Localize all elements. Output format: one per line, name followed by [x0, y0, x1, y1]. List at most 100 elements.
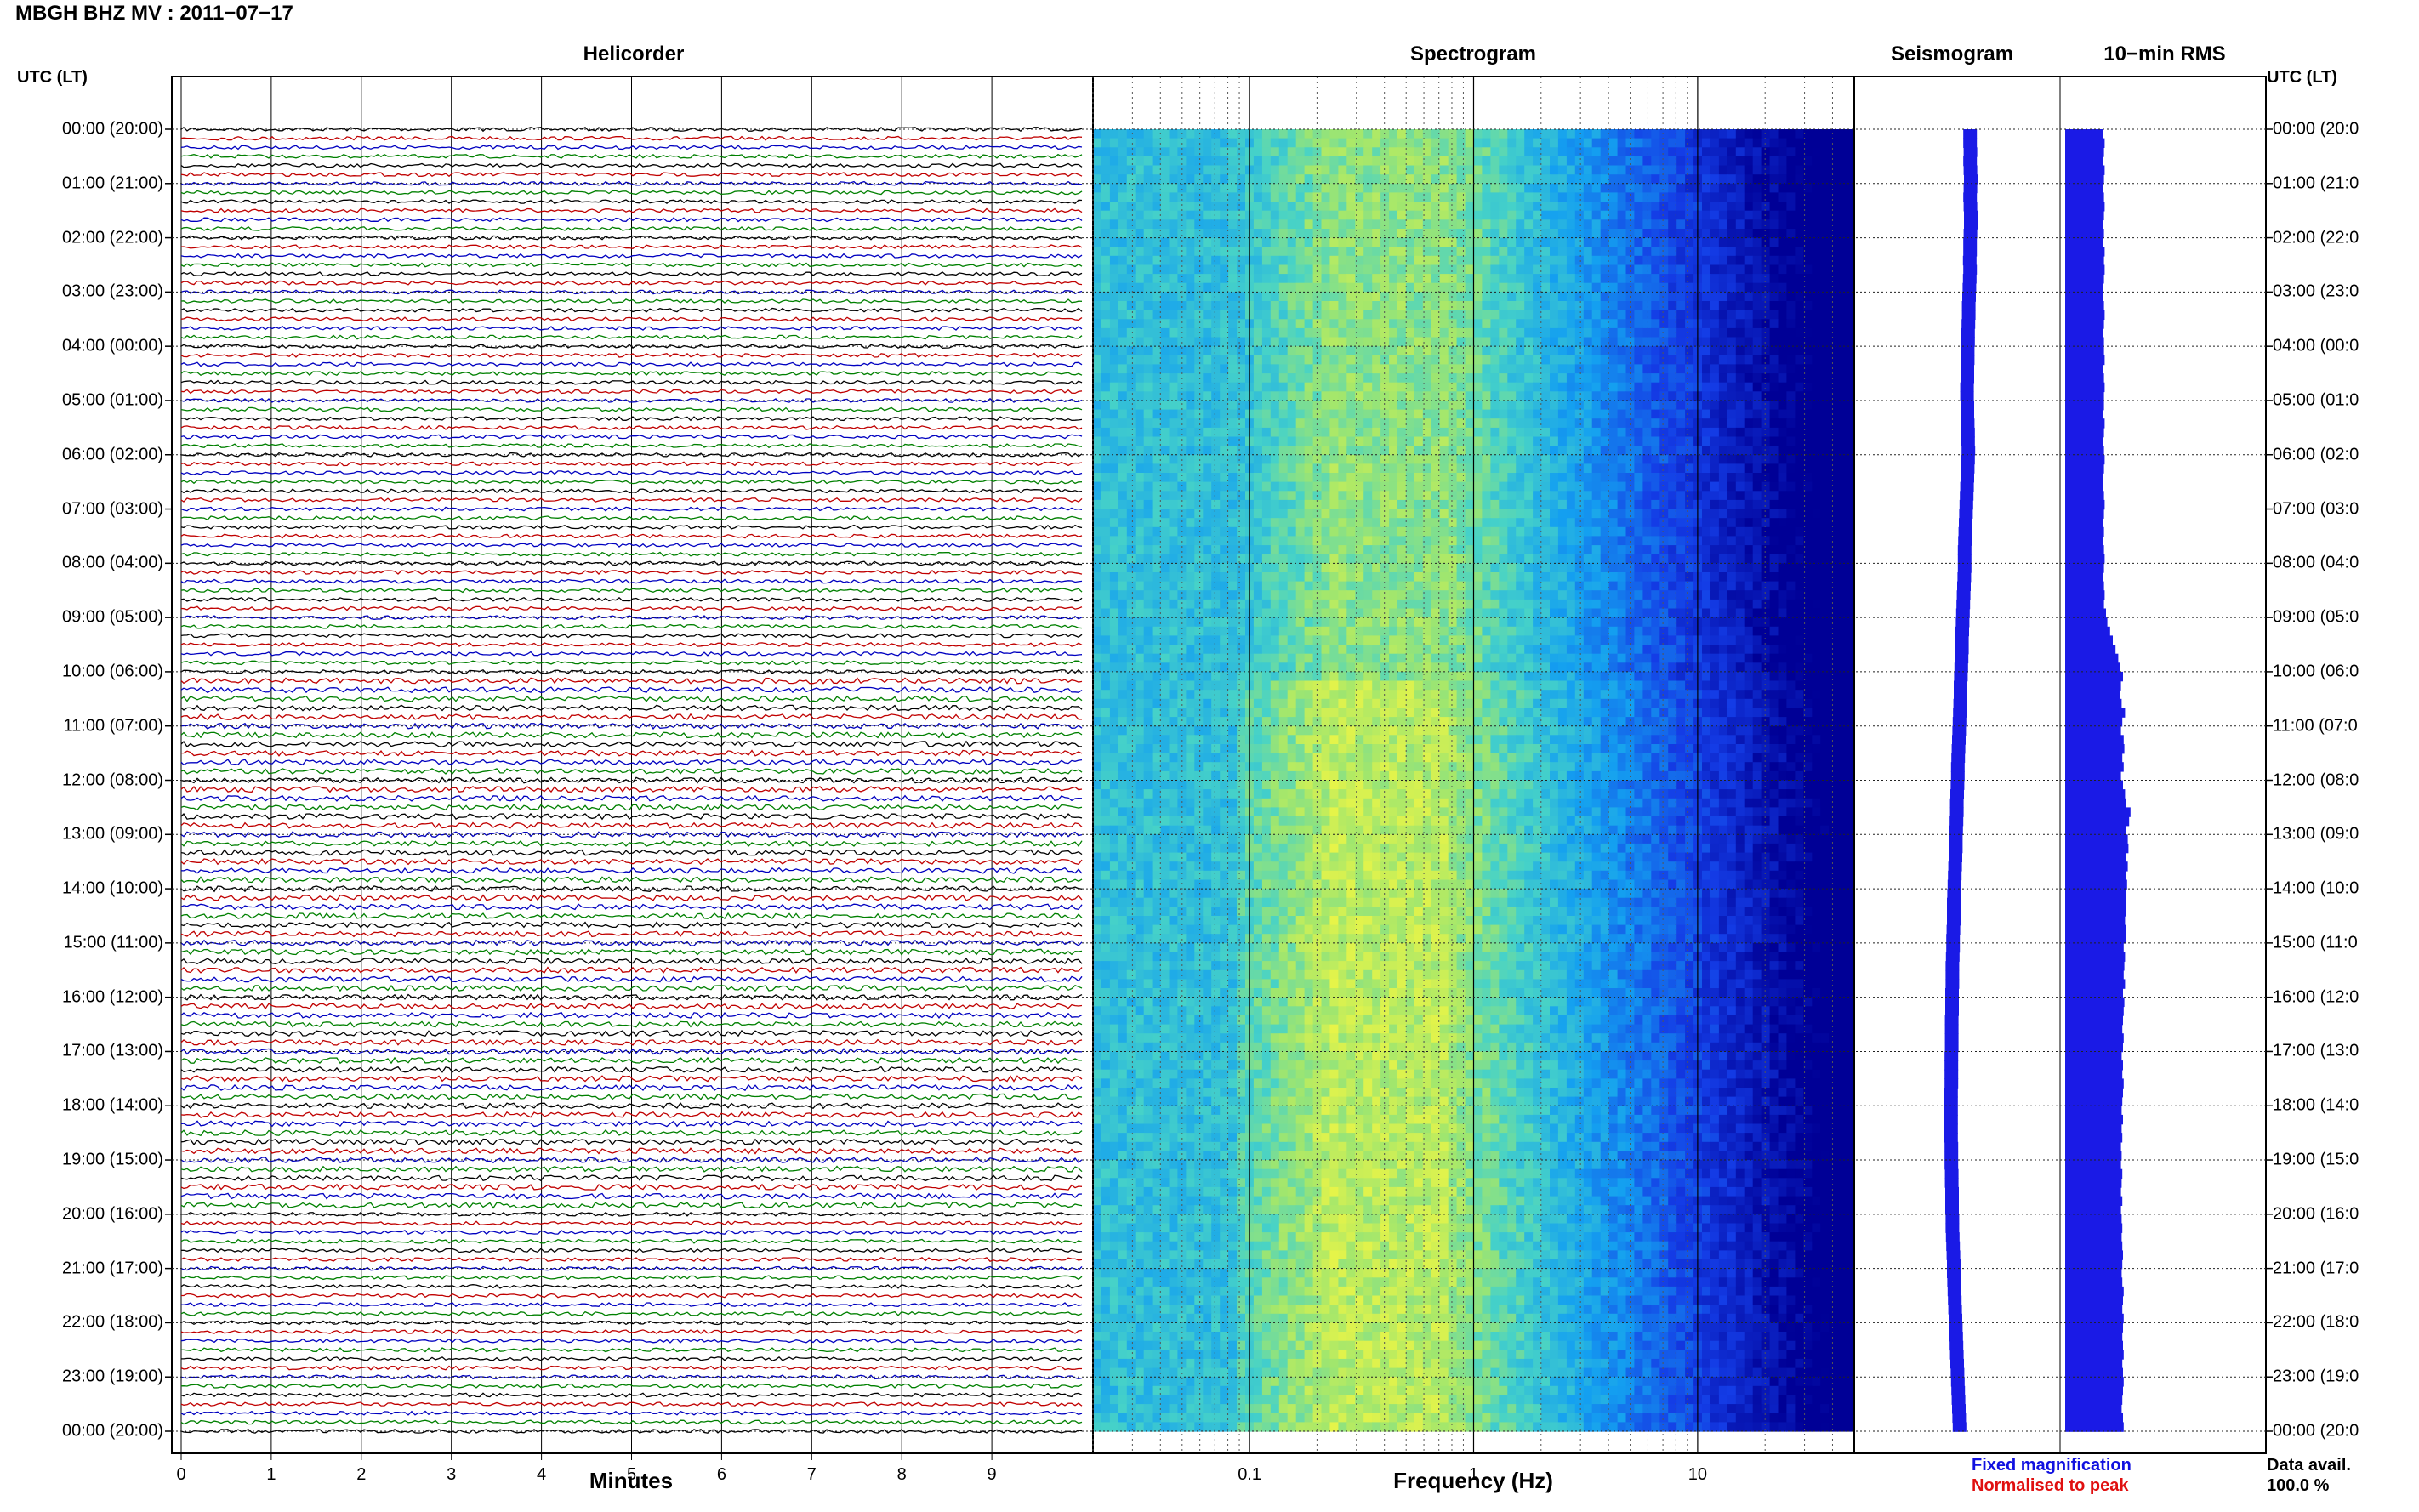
spectrogram-cell — [1253, 319, 1263, 329]
spectrogram-cell — [1194, 310, 1204, 320]
spectrogram-cell — [1702, 210, 1711, 220]
spectrogram-cell — [1160, 282, 1170, 293]
spectrogram-cell — [1524, 364, 1534, 374]
spectrogram-cell — [1405, 454, 1415, 464]
helicorder-trace — [180, 686, 1083, 694]
spectrogram-cell — [1397, 247, 1407, 257]
spectrogram-cell — [1820, 301, 1830, 311]
spectrogram-cell — [1093, 599, 1102, 610]
spectrogram-cell — [1295, 319, 1306, 329]
spectrogram-cell — [1533, 382, 1542, 392]
spectrogram-cell — [1524, 526, 1534, 537]
spectrogram-cell — [1524, 147, 1534, 157]
spectrogram-cell — [1431, 292, 1441, 302]
spectrogram-cell — [1220, 499, 1229, 510]
spectrogram-cell — [1820, 599, 1830, 610]
spectrogram-cell — [1380, 174, 1390, 185]
spectrogram-cell — [1372, 237, 1381, 247]
spectrogram-cell — [1397, 518, 1407, 528]
spectrogram-cell — [1846, 210, 1855, 220]
spectrogram-cell — [1093, 554, 1102, 564]
spectrogram-cell — [1439, 427, 1449, 438]
spectrogram-cell — [1651, 310, 1660, 320]
spectrogram-cell — [1278, 229, 1289, 239]
spectrogram-cell — [1389, 536, 1398, 546]
spectrogram-cell — [1372, 382, 1381, 392]
spectrogram-cell — [1786, 319, 1796, 329]
spectrogram-cell — [1135, 599, 1145, 610]
spectrogram-cell — [1600, 292, 1610, 302]
spectrogram-cell — [1524, 156, 1534, 167]
spectrogram-cell — [1490, 202, 1500, 212]
spectrogram-cell — [1321, 409, 1330, 419]
spectrogram-cell — [1431, 219, 1441, 230]
spectrogram-cell — [1812, 346, 1821, 356]
spectrogram-cell — [1363, 536, 1373, 546]
spectrogram-cell — [1583, 409, 1593, 419]
spectrogram-cell — [1101, 401, 1111, 411]
helicorder-trace — [180, 244, 1083, 250]
spectrogram-cell — [1220, 481, 1229, 492]
spectrogram-cell — [1524, 590, 1534, 600]
spectrogram-cell — [1524, 599, 1534, 610]
spectrogram-cell — [1744, 563, 1754, 573]
spectrogram-cell — [1744, 409, 1754, 419]
spectrogram-cell — [1177, 202, 1187, 212]
spectrogram-cell — [1676, 364, 1686, 374]
spectrogram-cell — [1211, 301, 1221, 311]
spectrogram-cell — [1482, 491, 1491, 501]
spectrogram-cell — [1363, 165, 1373, 175]
spectrogram-cell — [1211, 355, 1221, 365]
spectrogram-cell — [1346, 282, 1356, 293]
spectrogram-cell — [1600, 174, 1610, 185]
helicorder-trace — [180, 352, 1083, 358]
spectrogram-cell — [1194, 174, 1204, 185]
spectrogram-cell — [1118, 192, 1128, 202]
spectrogram-cell — [1702, 454, 1711, 464]
spectrogram-cell — [1135, 301, 1145, 311]
helicorder-trace — [180, 434, 1083, 440]
spectrogram-cell — [1769, 319, 1779, 329]
spectrogram-cell — [1448, 138, 1458, 148]
spectrogram-cell — [1194, 473, 1204, 483]
spectrogram-cell — [1465, 274, 1475, 284]
spectrogram-cell — [1126, 536, 1136, 546]
spectrogram-cell — [1372, 364, 1381, 374]
spectrogram-cell — [1591, 454, 1602, 464]
spectrogram-cell — [1744, 229, 1754, 239]
spectrogram-cell — [1253, 129, 1263, 139]
spectrogram-cell — [1829, 364, 1838, 374]
spectrogram-cell — [1634, 364, 1643, 374]
spectrogram-cell — [1346, 165, 1356, 175]
spectrogram-cell — [1270, 509, 1280, 519]
spectrogram-cell — [1456, 572, 1466, 583]
spectrogram-cell — [1203, 156, 1212, 167]
spectrogram-cell — [1220, 183, 1229, 193]
spectrogram-cell — [1710, 310, 1720, 320]
spectrogram-cell — [1676, 599, 1686, 610]
spectrogram-cell — [1380, 554, 1390, 564]
spectrogram-cell — [1186, 138, 1195, 148]
helicorder-trace — [180, 740, 1083, 748]
spectrogram-cell — [1397, 192, 1407, 202]
spectrogram-cell — [1846, 409, 1855, 419]
spectrogram-cell — [1617, 436, 1627, 446]
spectrogram-cell — [1617, 409, 1627, 419]
spectrogram-cell — [1702, 237, 1711, 247]
spectrogram-cell — [1473, 409, 1483, 419]
spectrogram-cell — [1591, 210, 1602, 220]
spectrogram-cell — [1338, 526, 1347, 537]
spectrogram-cell — [1778, 581, 1787, 591]
spectrogram-cell — [1550, 446, 1559, 456]
spectrogram-cell — [1786, 310, 1796, 320]
spectrogram-cell — [1355, 436, 1364, 446]
spectrogram-cell — [1220, 282, 1229, 293]
spectrogram-cell — [1152, 183, 1162, 193]
spectrogram-cell — [1727, 364, 1737, 374]
spectrogram-cell — [1574, 138, 1585, 148]
spectrogram-cell — [1228, 174, 1238, 185]
spectrogram-cell — [1533, 355, 1542, 365]
spectrogram-cell — [1524, 401, 1534, 411]
spectrogram-cell — [1135, 210, 1145, 220]
spectrogram-cell — [1769, 192, 1779, 202]
